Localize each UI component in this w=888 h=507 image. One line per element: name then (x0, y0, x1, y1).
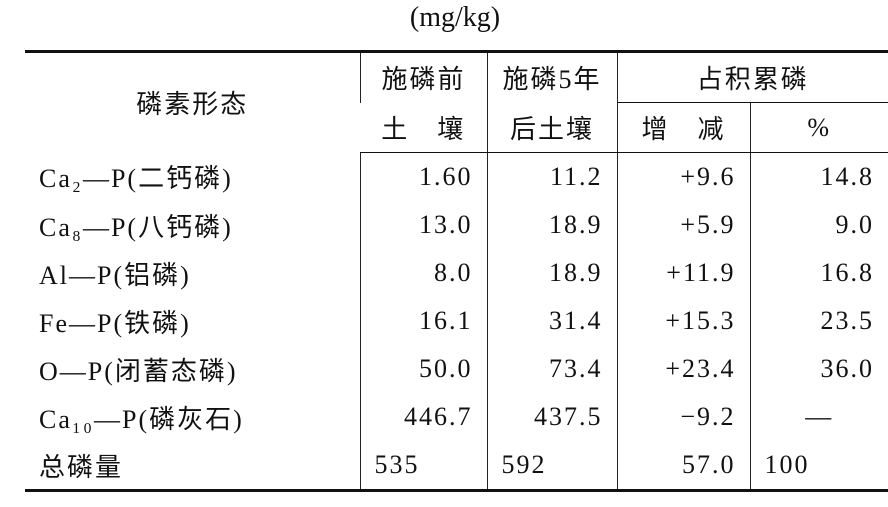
table-row: Ca₂—P(二钙磷) 1.60 11.2 +9.6 14.8 (25, 152, 888, 201)
table-row: Ca₁₀—P(磷灰石) 446.7 437.5 −9.2— (25, 393, 888, 441)
header-cell: 占积累磷 (616, 50, 888, 103)
table-row: 总磷量 535 592 57.0 100 (25, 441, 888, 492)
row-label: Ca₁₀—P(磷灰石) (39, 404, 244, 434)
table-row: Fe—P(铁磷) 16.1 31.4 +15.3 23.5 (25, 297, 888, 345)
table-cell: — (749, 393, 888, 441)
table-cell: −9.2 (616, 393, 750, 441)
table-row: O—P(闭蓄态磷) 50.0 73.4 +23.4 36.0 (25, 345, 888, 393)
header-cell: 增 减 (616, 102, 750, 153)
row-label: 总磷量 (25, 441, 360, 492)
table-row: Ca₈—P(八钙磷) 13.0 18.9 +5.9 9.0 (25, 201, 888, 249)
table-cell: 13.0 (359, 201, 487, 249)
header-row: 土 壤 后土壤 增 减 % (25, 102, 888, 153)
table-cell: +5.9 (616, 201, 750, 249)
table-cell: 100 (749, 441, 888, 492)
row-label: Al—P(铝磷) (39, 260, 191, 290)
table-cell: 8.0 (359, 249, 487, 297)
table-cell: 18.9 (486, 249, 617, 297)
table-cell: +11.9 (616, 249, 750, 297)
table-cell: 23.5 (749, 297, 888, 345)
row-label: Fe—P(铁磷) (39, 308, 191, 338)
table-cell: 446.7 (359, 393, 487, 441)
table-cell: 11.2 (486, 152, 617, 201)
table-cell: 18.9 (486, 201, 617, 249)
header-cell: 施磷前 (359, 50, 487, 103)
unit: (mg/kg) (409, 2, 501, 33)
table-cell: 31.4 (486, 297, 617, 345)
table-cell: +9.6 (616, 152, 750, 201)
header-row: 磷素形态 施磷前 施磷5年 占积累磷 (25, 50, 888, 153)
header-cell: 施磷5年 (486, 50, 617, 103)
header-cell: % (749, 102, 888, 153)
row-label: Ca₈—P(八钙磷) (39, 212, 233, 242)
header-cell: 磷素形态 (25, 50, 360, 153)
table-body: Ca₂—P(二钙磷) 1.60 11.2 +9.6 14.8 Ca₈—P(八钙磷) 13.0… (25, 152, 888, 492)
header-cell: 后土壤 (486, 102, 617, 153)
table-cell: +15.3 (616, 297, 750, 345)
row-label: Ca₂—P(二钙磷) (39, 164, 233, 194)
table-cell: 14.8 (749, 152, 888, 201)
table-cell: 50.0 (359, 345, 487, 393)
table-cell: 16.8 (749, 249, 888, 297)
table-cell: 9.0 (749, 201, 888, 249)
table-cell: 57.0 (616, 441, 750, 492)
table-row: Al—P(铝磷) 8.0 18.9 +11.9 16.8 (25, 249, 888, 297)
row-label: O—P(闭蓄态磷) (39, 356, 238, 386)
table: 磷素形态 施磷前 施磷5年 占积累磷 土 壤 后土壤 增 减 % Ca₂—P(二… (25, 50, 888, 492)
table-cell: 73.4 (486, 345, 617, 393)
table-cell: 16.1 (359, 297, 487, 345)
table-cell: +23.4 (616, 345, 750, 393)
table-cell: 592 (486, 441, 617, 492)
header-cell: 土 壤 (360, 102, 487, 153)
table-cell: 535 (359, 441, 487, 492)
table-cell: 36.0 (749, 345, 888, 393)
table-cell: 437.5 (486, 393, 617, 441)
table-cell: 1.60 (359, 152, 487, 201)
